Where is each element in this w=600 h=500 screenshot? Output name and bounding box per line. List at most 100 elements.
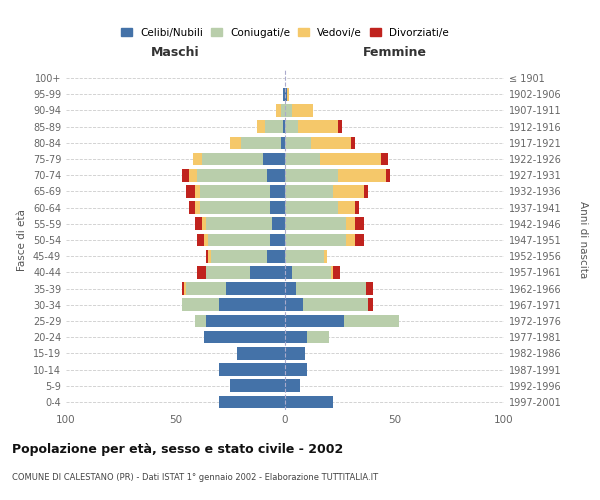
Bar [265,120,283,133]
Bar [220,298,285,311]
Bar [269,202,285,214]
Bar [283,120,285,133]
Bar [226,282,285,295]
Y-axis label: Anni di nascita: Anni di nascita [578,202,589,278]
Bar [285,298,302,311]
Bar [338,202,355,214]
Bar [307,331,329,344]
Bar [311,136,350,149]
Bar [285,136,311,149]
Bar [296,282,366,295]
Bar [206,250,208,262]
Bar [250,266,285,278]
Bar [197,169,268,181]
Bar [368,298,373,311]
Bar [188,169,197,181]
Text: Maschi: Maschi [151,46,200,59]
Bar [197,266,206,278]
Bar [276,104,281,117]
Bar [285,380,301,392]
Bar [364,185,368,198]
Bar [268,250,285,262]
Bar [230,136,241,149]
Bar [333,266,340,278]
Bar [206,314,285,328]
Bar [184,282,187,295]
Bar [197,234,204,246]
Bar [263,152,285,166]
Bar [366,282,373,295]
Bar [283,88,285,101]
Bar [346,218,355,230]
Bar [195,202,200,214]
Bar [285,185,333,198]
Bar [211,250,268,262]
Bar [187,185,195,198]
Text: Femmine: Femmine [362,46,427,59]
Bar [285,250,325,262]
Bar [193,152,202,166]
Bar [220,396,285,408]
Legend: Celibi/Nubili, Coniugati/e, Vedovi/e, Divorziati/e: Celibi/Nubili, Coniugati/e, Vedovi/e, Di… [121,28,449,38]
Bar [285,363,307,376]
Bar [292,266,331,278]
Bar [350,136,355,149]
Bar [269,234,285,246]
Bar [386,169,390,181]
Bar [195,218,202,230]
Bar [188,202,195,214]
Bar [285,104,292,117]
Bar [320,152,382,166]
Bar [202,218,206,230]
Bar [285,218,346,230]
Bar [204,331,285,344]
Bar [204,234,208,246]
Bar [281,136,285,149]
Text: COMUNE DI CALESTANO (PR) - Dati ISTAT 1° gennaio 2002 - Elaborazione TUTTITALIA.: COMUNE DI CALESTANO (PR) - Dati ISTAT 1°… [12,472,378,482]
Bar [344,314,399,328]
Bar [302,298,368,311]
Bar [241,136,281,149]
Bar [298,120,338,133]
Bar [382,152,388,166]
Bar [355,218,364,230]
Bar [272,218,285,230]
Bar [268,169,285,181]
Bar [285,88,287,101]
Text: Popolazione per età, sesso e stato civile - 2002: Popolazione per età, sesso e stato civil… [12,442,343,456]
Bar [346,234,355,246]
Bar [355,202,359,214]
Bar [257,120,265,133]
Bar [182,282,184,295]
Bar [285,314,344,328]
Bar [285,152,320,166]
Bar [182,298,220,311]
Bar [325,250,326,262]
Bar [338,169,386,181]
Bar [206,218,272,230]
Bar [195,314,206,328]
Bar [333,185,364,198]
Bar [208,234,269,246]
Bar [269,185,285,198]
Bar [237,347,285,360]
Bar [292,104,313,117]
Bar [208,250,211,262]
Y-axis label: Fasce di età: Fasce di età [17,209,27,271]
Bar [285,282,296,295]
Bar [285,331,307,344]
Bar [202,152,263,166]
Bar [285,169,338,181]
Bar [195,185,200,198]
Bar [206,266,250,278]
Bar [285,396,333,408]
Bar [338,120,342,133]
Bar [281,104,285,117]
Bar [230,380,285,392]
Bar [285,120,298,133]
Bar [355,234,364,246]
Bar [285,266,292,278]
Bar [285,202,338,214]
Bar [187,282,226,295]
Bar [220,363,285,376]
